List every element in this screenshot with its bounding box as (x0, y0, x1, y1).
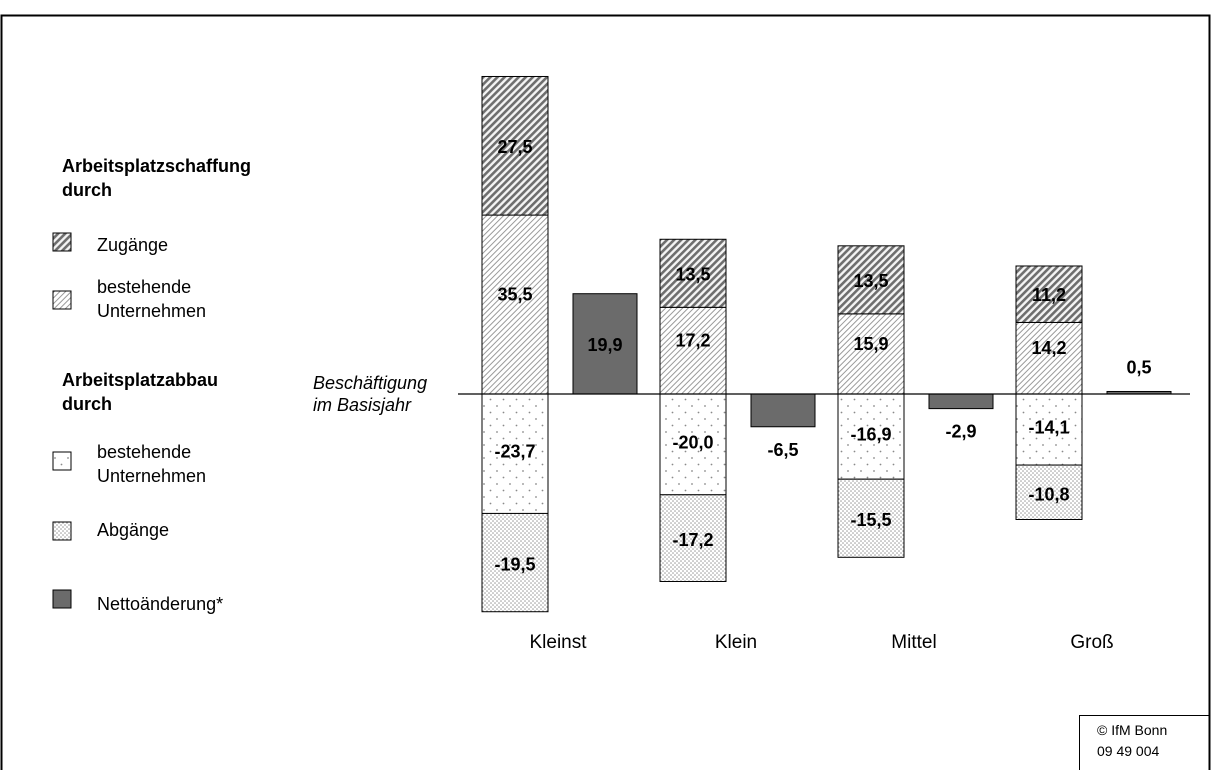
plot-area: 19,9 -6,5 -2,9 0,5 35,5 27,5 -23,7 -19,5 Kleinst… (313, 75, 1190, 653)
segment-value-label: 17,2 (675, 331, 710, 351)
legend-heading-reduction: Arbeitsplatzabbau (62, 370, 218, 390)
baseline-label: Beschäftigung (313, 373, 427, 393)
bar-segment-abgaenge-kleinst (481, 512, 549, 613)
net-value-label: 0,5 (1126, 357, 1151, 377)
net-value-label: 19,9 (587, 335, 622, 355)
legend-swatch-hatch-dense (52, 232, 72, 252)
legend-label: Abgänge (97, 520, 169, 540)
net-value-label: -2,9 (945, 422, 976, 442)
bar-segment-bestehende-abbau-klein (659, 393, 727, 496)
net-value-label: -6,5 (767, 440, 798, 460)
baseline-label: im Basisjahr (313, 395, 412, 415)
segment-value-label: 27,5 (497, 137, 532, 157)
legend-swatch-solid-gray (52, 589, 72, 609)
copyright-line-1: © IfM Bonn (1097, 722, 1167, 738)
category-label-groß: Groß (1070, 632, 1113, 653)
bar-segment-zugaenge-kleinst (481, 75, 549, 216)
category-label-klein: Klein (715, 632, 757, 653)
copyright-line-2: 09 49 004 (1097, 743, 1159, 759)
segment-value-label: -16,9 (850, 425, 891, 445)
legend: Arbeitsplatzschaffung durch Arbeitsplatzab… (52, 156, 251, 614)
legend-label: Unternehmen (97, 301, 206, 321)
bar-segment-abgaenge-groß (1015, 464, 1083, 520)
bar-segment-bestehende-schaffung-klein (659, 306, 727, 395)
legend-heading-creation: Arbeitsplatzschaffung (62, 156, 251, 176)
segment-value-label: 15,9 (853, 334, 888, 354)
bar-segment-zugaenge-mittel (837, 245, 905, 315)
legend-label: Unternehmen (97, 466, 206, 486)
bar-segment-bestehende-abbau-mittel (837, 393, 905, 480)
segment-value-label: -10,8 (1028, 484, 1069, 504)
copyright-box: © IfM Bonn 09 49 004 (1079, 715, 1210, 770)
bar-segment-abgaenge-klein (659, 494, 727, 582)
page-border (0, 14, 1211, 770)
bar-segment-bestehende-schaffung-groß (1015, 321, 1083, 395)
legend-swatch-dots-dense (52, 521, 72, 541)
segment-value-label: -20,0 (672, 432, 713, 452)
bar-net-mittel (928, 393, 994, 410)
category-label-kleinst: Kleinst (529, 632, 587, 653)
legend-heading-reduction: durch (62, 394, 112, 414)
category-label-mittel: Mittel (891, 632, 936, 653)
bar-segment-zugaenge-klein (659, 238, 727, 308)
segment-value-label: 13,5 (675, 264, 710, 284)
legend-label: Nettoänderung* (97, 594, 223, 614)
segment-value-label: 14,2 (1031, 338, 1066, 358)
segment-value-label: -23,7 (494, 442, 535, 462)
segment-value-label: 11,2 (1032, 285, 1066, 305)
segment-value-label: -17,2 (672, 530, 713, 550)
bar-net-klein (750, 393, 816, 428)
legend-label: Zugänge (97, 235, 168, 255)
bar-segment-zugaenge-groß (1015, 265, 1083, 323)
segment-value-label: -15,5 (850, 510, 891, 530)
legend-swatch-hatch-light (52, 290, 72, 310)
segment-value-label: 35,5 (497, 285, 532, 305)
legend-heading-creation: durch (62, 180, 112, 200)
legend-label: bestehende (97, 442, 191, 462)
segment-value-label: 13,5 (853, 271, 888, 291)
bar-segment-abgaenge-mittel (837, 478, 905, 558)
legend-swatch-dots-sparse (52, 451, 72, 471)
segment-value-label: -14,1 (1028, 418, 1069, 438)
bar-segment-bestehende-abbau-kleinst (481, 393, 549, 514)
segment-value-label: -19,5 (494, 555, 535, 575)
legend-label: bestehende (97, 277, 191, 297)
bar-segment-bestehende-abbau-groß (1015, 393, 1083, 466)
